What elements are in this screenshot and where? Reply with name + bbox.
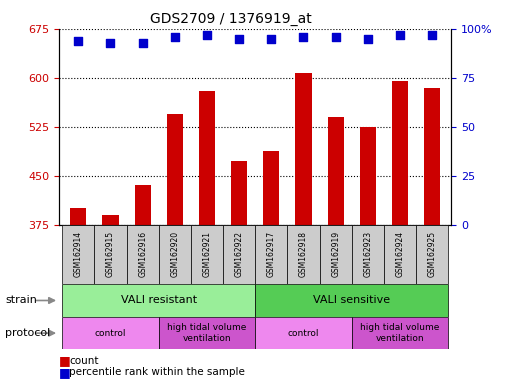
Text: GSM162922: GSM162922 [234,232,244,277]
Text: GSM162916: GSM162916 [138,231,147,278]
Point [396,31,404,38]
Bar [320,225,352,284]
Bar [103,215,119,384]
Bar [287,225,320,284]
Bar [360,127,376,384]
Bar [159,225,191,284]
Bar [416,225,448,284]
Text: GSM162915: GSM162915 [106,231,115,278]
Bar [384,225,416,284]
Point [203,31,211,38]
Bar [127,225,159,284]
Text: strain: strain [5,295,37,306]
Text: ■: ■ [59,366,71,379]
Bar [295,73,311,384]
Bar [191,225,223,284]
Text: GSM162924: GSM162924 [396,231,404,278]
Bar [231,161,247,384]
Text: percentile rank within the sample: percentile rank within the sample [69,367,245,377]
Point [139,40,147,46]
Bar [263,151,280,384]
Text: GSM162921: GSM162921 [203,232,211,277]
Text: GSM162918: GSM162918 [299,232,308,277]
Point [331,33,340,40]
Bar [199,91,215,384]
Text: VALI resistant: VALI resistant [121,295,197,306]
Bar [255,317,352,349]
Text: control: control [288,329,319,338]
Point [300,33,308,40]
Text: protocol: protocol [5,328,50,338]
Text: GSM162914: GSM162914 [74,231,83,278]
Text: control: control [95,329,126,338]
Point [106,40,114,46]
Bar [62,317,159,349]
Text: count: count [69,356,99,366]
Bar [62,284,255,317]
Text: GSM162917: GSM162917 [267,231,276,278]
Point [364,36,372,42]
Bar [70,208,86,384]
Bar [159,317,255,349]
Bar [352,225,384,284]
Text: GSM162925: GSM162925 [428,231,437,278]
Bar [167,114,183,384]
Bar [352,317,448,349]
Text: high tidal volume
ventilation: high tidal volume ventilation [360,323,440,343]
Bar [255,225,287,284]
Point [428,31,436,38]
Point [267,36,275,42]
Point [235,36,243,42]
Text: GSM162919: GSM162919 [331,231,340,278]
Point [171,33,179,40]
Bar [134,185,151,384]
Text: ■: ■ [59,354,71,367]
Bar [94,225,127,284]
Bar [255,284,448,317]
Bar [223,225,255,284]
Text: VALI sensitive: VALI sensitive [313,295,390,306]
Text: GSM162920: GSM162920 [170,231,180,278]
Text: GSM162923: GSM162923 [363,231,372,278]
Point [74,38,83,44]
Bar [424,88,440,384]
Bar [392,81,408,384]
Text: GDS2709 / 1376919_at: GDS2709 / 1376919_at [150,12,312,25]
Text: high tidal volume
ventilation: high tidal volume ventilation [167,323,247,343]
Bar [328,117,344,384]
Bar [62,225,94,284]
